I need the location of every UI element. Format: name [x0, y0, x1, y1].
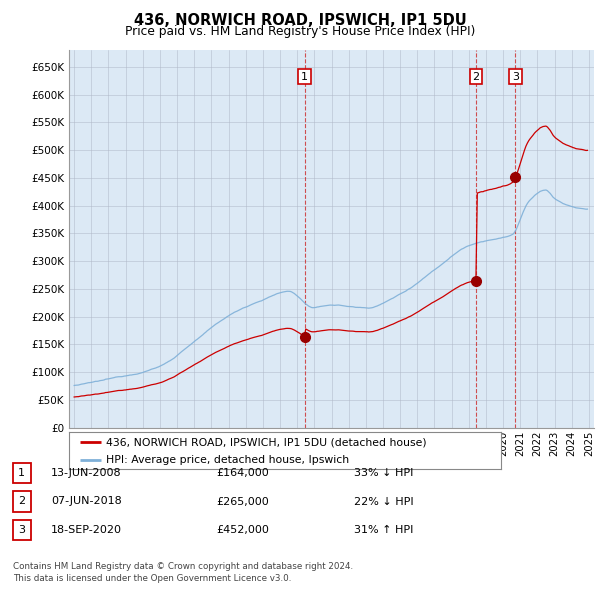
Text: 1: 1 — [301, 71, 308, 81]
Text: 436, NORWICH ROAD, IPSWICH, IP1 5DU: 436, NORWICH ROAD, IPSWICH, IP1 5DU — [134, 13, 466, 28]
Text: 2: 2 — [473, 71, 479, 81]
Text: 3: 3 — [512, 71, 519, 81]
Text: 18-SEP-2020: 18-SEP-2020 — [51, 525, 122, 535]
Text: Contains HM Land Registry data © Crown copyright and database right 2024.
This d: Contains HM Land Registry data © Crown c… — [13, 562, 353, 583]
Text: Price paid vs. HM Land Registry's House Price Index (HPI): Price paid vs. HM Land Registry's House … — [125, 25, 475, 38]
Text: £452,000: £452,000 — [216, 525, 269, 535]
Text: 2: 2 — [18, 497, 25, 506]
Text: 31% ↑ HPI: 31% ↑ HPI — [354, 525, 413, 535]
Text: 22% ↓ HPI: 22% ↓ HPI — [354, 497, 413, 506]
Text: £164,000: £164,000 — [216, 468, 269, 478]
Text: HPI: Average price, detached house, Ipswich: HPI: Average price, detached house, Ipsw… — [106, 455, 349, 465]
Text: 436, NORWICH ROAD, IPSWICH, IP1 5DU (detached house): 436, NORWICH ROAD, IPSWICH, IP1 5DU (det… — [106, 437, 427, 447]
Text: 07-JUN-2018: 07-JUN-2018 — [51, 497, 122, 506]
Text: 33% ↓ HPI: 33% ↓ HPI — [354, 468, 413, 478]
Text: 1: 1 — [18, 468, 25, 478]
Text: 3: 3 — [18, 525, 25, 535]
Text: £265,000: £265,000 — [216, 497, 269, 506]
Text: 13-JUN-2008: 13-JUN-2008 — [51, 468, 122, 478]
